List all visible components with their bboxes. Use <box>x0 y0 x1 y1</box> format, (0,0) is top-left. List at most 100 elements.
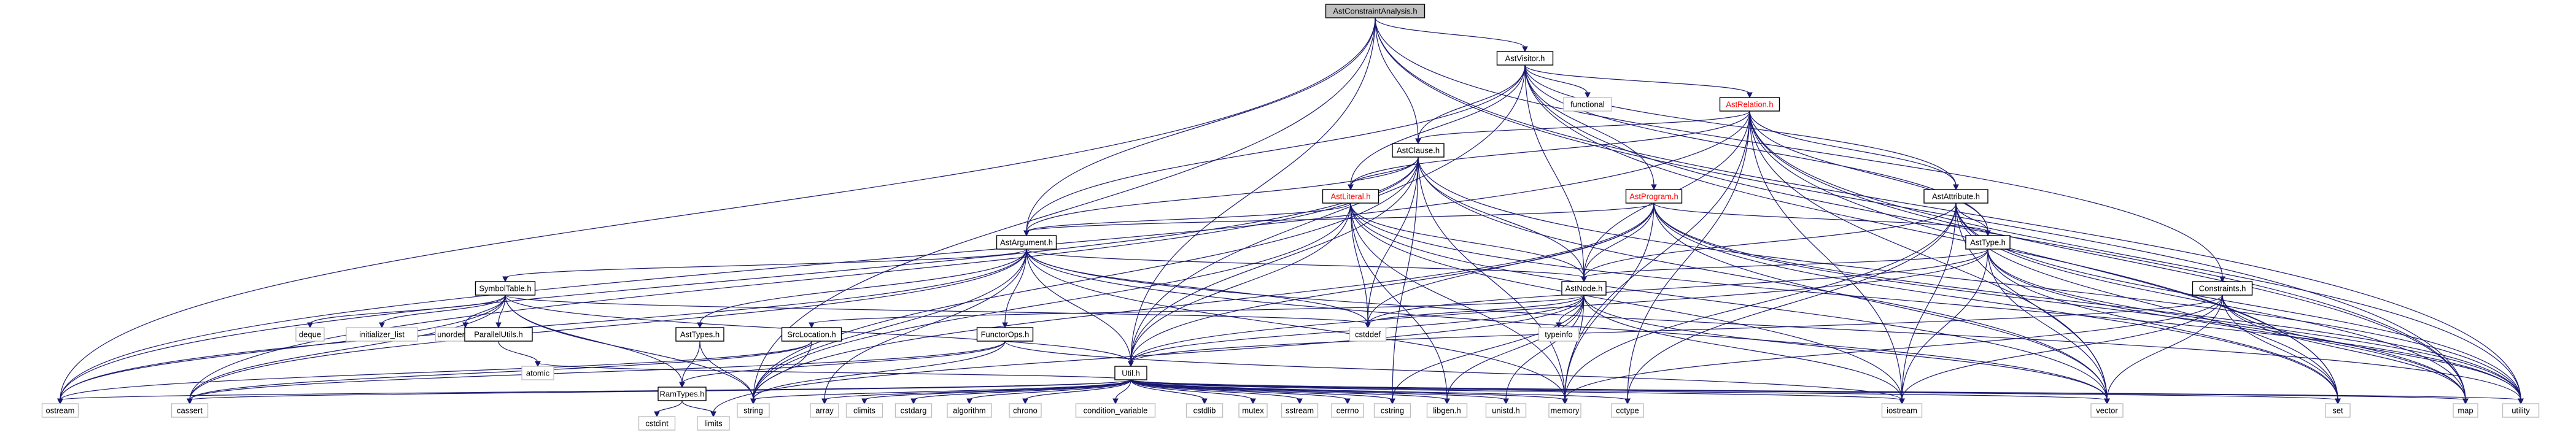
edge-util-to-iostream <box>1130 379 1903 401</box>
node-astrelation[interactable]: AstRelation.h <box>1719 97 1780 112</box>
edge-functorops-to-iostream <box>1004 341 1903 401</box>
edge-astrelation-to-astclause <box>1418 110 1750 141</box>
edge-root-to-string <box>753 17 1376 401</box>
edge-root-to-map <box>1375 17 2466 401</box>
node-symboltable[interactable]: SymbolTable.h <box>475 281 536 296</box>
node-astvisitor-box <box>1496 51 1554 66</box>
node-astclause-label: AstClause.h <box>1397 146 1440 155</box>
arrowhead-util-to-utility <box>2518 398 2524 405</box>
node-chrono-label: chrono <box>1013 406 1038 415</box>
node-unistd: unistd.h <box>1485 403 1527 418</box>
edge-astprogram-to-string <box>753 202 1655 401</box>
node-symboltable-box <box>475 281 536 296</box>
node-astattribute-box <box>1923 189 1988 204</box>
node-limits: limits <box>697 416 730 431</box>
node-set-box <box>2325 403 2351 418</box>
node-astnode[interactable]: AstNode.h <box>1561 281 1607 296</box>
node-astargument-box <box>996 235 1057 250</box>
node-asttypes[interactable]: AstTypes.h <box>675 327 724 342</box>
arrowhead-util-to-cstring <box>1389 398 1395 405</box>
node-sstream-label: sstream <box>1286 406 1314 415</box>
arrowhead-util-to-chrono <box>1022 398 1028 405</box>
node-cerrno-label: cerrno <box>1336 406 1359 415</box>
edge-util-to-sstream <box>1130 379 1300 401</box>
edge-util-to-cerrno <box>1130 379 1348 401</box>
node-cstdint-label: cstdint <box>645 419 669 428</box>
node-vector-box <box>2090 403 2124 418</box>
arrowhead-astargument-to-functorops <box>1002 322 1008 329</box>
node-astvisitor[interactable]: AstVisitor.h <box>1496 51 1554 66</box>
node-sstream: sstream <box>1281 403 1319 418</box>
edge-astargument-to-cassert <box>189 248 1027 401</box>
edge-astclause-to-utility <box>1418 156 2521 401</box>
node-astargument[interactable]: AstArgument.h <box>996 235 1057 250</box>
node-astnode-box <box>1561 281 1607 296</box>
edge-astargument-to-utility <box>1026 248 2521 401</box>
node-atomic-box <box>521 366 554 380</box>
edge-astclause-to-memory <box>1418 156 1565 401</box>
node-initializer_list-box <box>346 327 418 342</box>
node-astclause[interactable]: AstClause.h <box>1392 143 1445 158</box>
node-cerrno-box <box>1331 403 1364 418</box>
node-util[interactable]: Util.h <box>1114 366 1147 380</box>
node-astargument-label: AstArgument.h <box>1000 238 1053 247</box>
node-functional: functional <box>1563 97 1612 112</box>
node-cstring: cstring <box>1373 403 1411 418</box>
node-srclocation-box <box>781 327 842 342</box>
edge-util-to-chrono <box>1025 379 1131 401</box>
node-root[interactable]: AstConstraintAnalysis.h <box>1325 4 1426 18</box>
node-astprogram[interactable]: AstProgram.h <box>1625 189 1683 204</box>
node-astliteral-label: AstLiteral.h <box>1330 192 1370 201</box>
edge-asttypes-to-ramtypes <box>681 341 700 384</box>
edge-astliteral-to-libgen <box>1350 202 1448 401</box>
edges-layer <box>57 17 2524 418</box>
arrowhead-astvisitor-to-astrelation <box>1747 92 1753 99</box>
node-map-box <box>2453 403 2478 418</box>
arrowhead-util-to-ostream <box>57 398 63 405</box>
edge-astnode-to-iostream <box>1583 294 1903 401</box>
edge-astargument-to-ostream <box>60 248 1027 401</box>
arrowhead-util-to-memory <box>1562 398 1568 405</box>
node-deque: deque <box>295 327 325 342</box>
edge-astliteral-to-vector <box>1350 202 2108 401</box>
nodes-layer: AstConstraintAnalysis.h AstVisitor.h funct… <box>41 4 2540 431</box>
node-typeinfo-box <box>1538 327 1580 342</box>
node-ramtypes[interactable]: RamTypes.h <box>658 387 707 401</box>
edge-astrelation-to-set <box>1749 110 2338 401</box>
node-astprogram-label: AstProgram.h <box>1629 192 1678 201</box>
edge-astclause-to-cstring <box>1392 156 1419 401</box>
node-cassert-box <box>171 403 209 418</box>
node-limits-box <box>697 416 730 431</box>
edge-astvisitor-to-astclause <box>1418 64 1526 141</box>
edge-astnode-to-libgen <box>1446 294 1585 401</box>
node-initializer_list: initializer_list <box>346 327 418 342</box>
node-srclocation[interactable]: SrcLocation.h <box>781 327 842 342</box>
node-constraints[interactable]: Constraints.h <box>2192 281 2253 296</box>
edge-astargument-to-astnode <box>1026 248 1585 279</box>
edge-root-to-utility <box>1375 17 2521 401</box>
node-asttype[interactable]: AstType.h <box>1965 235 2011 250</box>
node-typeinfo: typeinfo <box>1538 327 1580 342</box>
node-astattribute[interactable]: AstAttribute.h <box>1923 189 1988 204</box>
node-astvisitor-label: AstVisitor.h <box>1505 54 1545 63</box>
node-parallelutils[interactable]: ParallelUtils.h <box>464 327 533 342</box>
node-srclocation-label: SrcLocation.h <box>787 330 836 339</box>
edge-symboltable-to-initializer_list <box>381 294 506 325</box>
node-limits-label: limits <box>704 419 723 428</box>
node-typeinfo-label: typeinfo <box>1545 330 1573 339</box>
node-cstring-box <box>1373 403 1411 418</box>
node-ostream-box <box>41 403 79 418</box>
node-astliteral[interactable]: AstLiteral.h <box>1322 189 1379 204</box>
edge-astargument-to-vector <box>1026 248 2108 401</box>
edge-astargument-to-array <box>824 248 1027 401</box>
arrowhead-astargument-to-symboltable <box>502 276 508 283</box>
node-parallelutils-label: ParallelUtils.h <box>474 330 522 339</box>
node-functorops[interactable]: FunctorOps.h <box>976 327 1034 342</box>
node-algorithm-label: algorithm <box>953 406 985 415</box>
edge-asttypes-to-string <box>699 341 754 401</box>
edge-ramtypes-to-cstdint <box>656 400 683 414</box>
edge-astattribute-to-asttype <box>1955 202 1988 233</box>
edge-symboltable-to-ostream <box>60 294 506 401</box>
edge-astargument-to-functorops <box>1004 248 1027 325</box>
arrowhead-util-to-cstdarg <box>910 398 917 405</box>
